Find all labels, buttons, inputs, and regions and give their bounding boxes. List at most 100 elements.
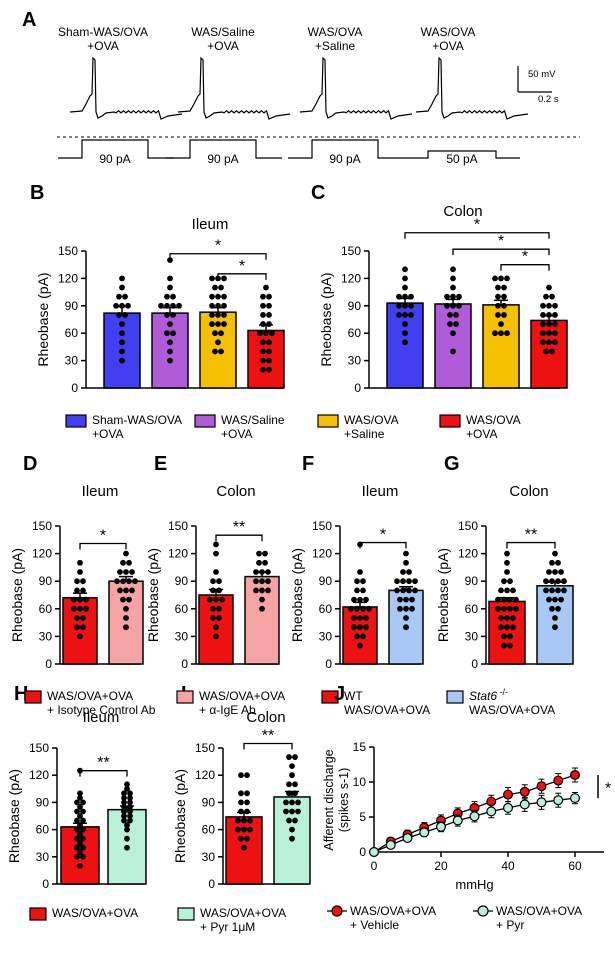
data-point: [450, 275, 456, 282]
y-tick-label: 0: [208, 877, 215, 891]
bar: [247, 329, 285, 389]
data-point: [119, 339, 125, 346]
y-tick-label: 30: [65, 354, 79, 368]
y-tick-label: 90: [65, 299, 79, 313]
data-point: [498, 275, 504, 282]
data-point: [546, 321, 552, 327]
trace-label-4-line2: +OVA: [432, 39, 463, 53]
data-point: [221, 293, 227, 300]
data-point: [501, 312, 507, 318]
legend-label-line2: + Pyr: [496, 918, 524, 932]
data-point: [402, 312, 408, 318]
significance-label: *: [100, 527, 106, 544]
data-point: [403, 550, 409, 557]
legend-label-line1: WAS/OVA: [344, 413, 399, 427]
significance-bracket: [452, 248, 550, 256]
data-point: [495, 302, 501, 309]
significance-bracket: [500, 264, 550, 271]
data-point: [400, 587, 406, 594]
data-point: [403, 605, 409, 612]
y-tick-label: 120: [32, 547, 52, 561]
data-point: [126, 596, 132, 603]
y-axis-label: Rheobase (pA): [318, 272, 334, 366]
legend-label-line2: +OVA: [92, 427, 123, 441]
data-point: [498, 321, 504, 327]
data-point: [507, 605, 513, 612]
data-point: [260, 339, 266, 346]
data-point: [351, 624, 357, 631]
data-point: [540, 330, 546, 337]
data-point: [409, 605, 415, 612]
data-point: [121, 804, 127, 810]
data-point: [403, 624, 409, 631]
data-point: [510, 615, 516, 621]
data-point: [260, 293, 266, 300]
data-point: [553, 775, 564, 786]
chart-title: Ileum: [83, 709, 120, 726]
data-point: [121, 799, 127, 806]
legend-label-line1: WAS/OVA+OVA: [47, 689, 133, 703]
data-point: [117, 587, 123, 594]
data-point: [507, 596, 513, 603]
data-point: [221, 302, 227, 309]
data-point: [450, 266, 456, 273]
data-point: [170, 293, 176, 300]
legend-item: WAS/OVA+OVA+ α-IgE Ab: [176, 689, 285, 717]
data-point: [170, 330, 176, 337]
data-point: [408, 293, 414, 300]
data-point: [543, 587, 549, 594]
data-point: [259, 569, 265, 575]
trace-label-4-line1: WAS/OVA: [421, 25, 476, 39]
data-point: [456, 302, 462, 309]
data-point: [123, 587, 129, 594]
data-point: [77, 790, 83, 797]
data-point: [77, 569, 83, 575]
data-point: [265, 587, 271, 594]
data-point: [209, 302, 215, 309]
legend-marker: [331, 905, 343, 917]
legend-swatch: [29, 907, 47, 921]
data-point: [126, 559, 132, 566]
data-point: [167, 257, 173, 264]
data-point: [552, 624, 558, 631]
data-point: [286, 790, 292, 797]
series-2: [369, 792, 580, 857]
data-point: [215, 312, 221, 318]
data-point: [121, 813, 127, 819]
data-point: [501, 302, 507, 309]
data-point: [453, 312, 459, 318]
panel-letter-a: A: [22, 9, 36, 31]
data-point: [400, 569, 406, 575]
data-point: [253, 569, 259, 575]
significance-label: **: [262, 727, 274, 744]
data-point: [221, 321, 227, 327]
data-point: [122, 312, 128, 318]
x-tick-label: 0: [371, 859, 378, 873]
data-point: [164, 293, 170, 300]
legend-label-line1: WAS/OVA+OVA: [200, 906, 286, 920]
data-point: [221, 275, 227, 282]
data-point: [213, 550, 219, 557]
data-point: [495, 293, 501, 300]
data-point: [247, 826, 253, 833]
legend-label-line1: WT: [344, 689, 363, 703]
data-point: [452, 815, 463, 826]
data-point: [80, 835, 86, 842]
data-point: [354, 578, 360, 585]
data-point: [552, 312, 558, 318]
data-point: [363, 596, 369, 603]
x-tick-label: 60: [568, 859, 582, 873]
y-tick-label: 30: [39, 629, 53, 643]
data-point: [129, 587, 135, 594]
significance-bracket: [404, 232, 550, 239]
data-point: [501, 284, 507, 291]
data-point: [215, 321, 221, 327]
data-point: [262, 559, 268, 566]
data-point: [266, 357, 272, 364]
data-point: [549, 559, 555, 566]
data-point: [504, 624, 510, 631]
y-tick-label: 60: [175, 602, 189, 616]
panel-b-bar-chart: B Ileum 0 30 60 90 120 150 Rheobase (pA) * *: [30, 182, 285, 395]
y-tick-label: 60: [465, 602, 479, 616]
